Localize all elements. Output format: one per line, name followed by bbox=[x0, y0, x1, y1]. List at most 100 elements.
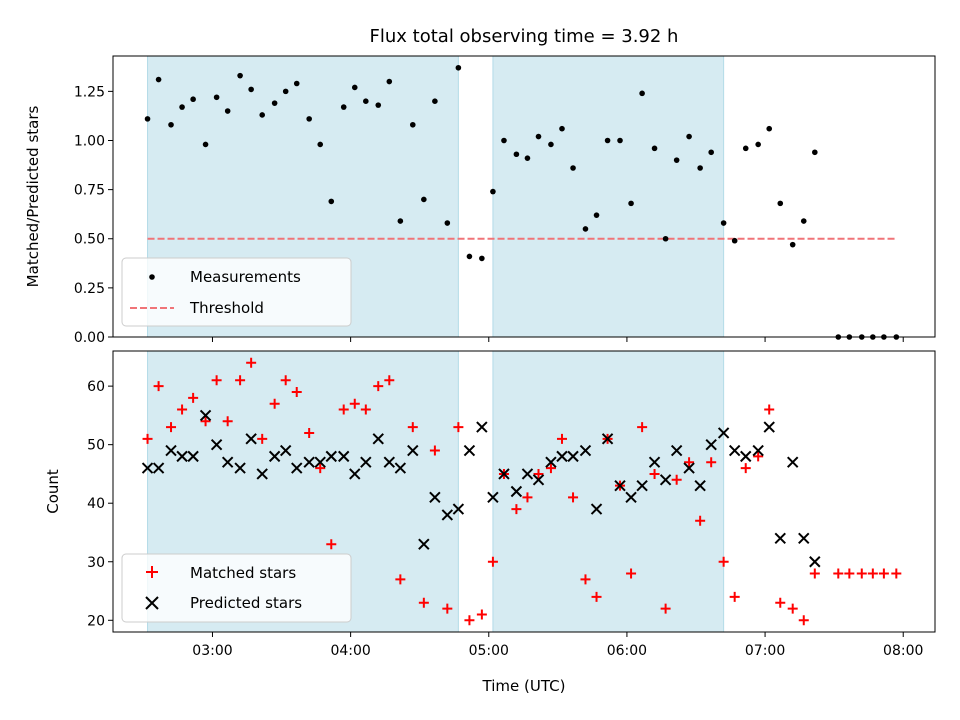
predicted-star-point bbox=[418, 538, 430, 550]
measurement-point bbox=[386, 78, 393, 85]
top-panel: 0.00 0.25 0.50 0.75 1.00 1.25 bbox=[74, 55, 936, 346]
measurement-point bbox=[224, 108, 231, 114]
matched-star-point bbox=[464, 615, 475, 626]
measurement-point bbox=[501, 137, 507, 144]
bot-y-tick-label: 30 bbox=[87, 555, 105, 571]
bot-y-tick-label: 50 bbox=[87, 438, 105, 454]
predicted-star-point bbox=[510, 485, 523, 498]
matched-star-point bbox=[269, 398, 280, 409]
measurement-point bbox=[617, 137, 623, 144]
measurement-point bbox=[742, 145, 749, 152]
predicted-star-point bbox=[210, 438, 223, 451]
measurement-point bbox=[190, 96, 196, 103]
predicted-star-point bbox=[176, 450, 188, 463]
measurement-point bbox=[259, 112, 266, 118]
predicted-star-point bbox=[809, 556, 821, 568]
measurement-point bbox=[363, 98, 369, 104]
matched-star-point bbox=[718, 556, 729, 567]
matched-star-point bbox=[384, 375, 395, 386]
x-tick-label: 06:00 bbox=[607, 643, 647, 659]
predicted-star-point bbox=[141, 462, 154, 474]
measurement-point bbox=[697, 165, 703, 171]
measurement-point bbox=[846, 334, 853, 340]
predicted-star-point bbox=[279, 444, 292, 457]
predicted-star-point bbox=[338, 450, 350, 463]
matched-star-point bbox=[222, 416, 233, 427]
matched-star-point bbox=[304, 427, 315, 438]
matched-star-point bbox=[338, 404, 349, 415]
measurement-point bbox=[639, 90, 645, 97]
matched-star-point bbox=[660, 603, 671, 614]
measurement-point bbox=[155, 76, 162, 83]
matched-star-point bbox=[453, 422, 464, 433]
bot-y-tick-label: 60 bbox=[87, 379, 105, 395]
predicted-star-point bbox=[452, 503, 465, 515]
predicted-star-point bbox=[625, 491, 637, 504]
matched-star-point bbox=[235, 375, 246, 386]
measurement-point bbox=[282, 88, 289, 95]
predicted-star-point bbox=[567, 450, 579, 463]
measurement-point bbox=[144, 116, 151, 122]
matched-star-point bbox=[809, 568, 820, 579]
matched-star-point bbox=[695, 515, 706, 526]
predicted-star-point bbox=[325, 450, 337, 463]
matched-star-point bbox=[684, 457, 695, 468]
predicted-star-point bbox=[521, 468, 534, 480]
predicted-star-point bbox=[590, 503, 603, 515]
predicted-star-point bbox=[256, 468, 268, 480]
matched-star-point bbox=[418, 597, 429, 608]
matched-star-point bbox=[626, 568, 637, 579]
measurement-point bbox=[202, 141, 209, 148]
matched-star-point bbox=[637, 422, 648, 433]
measurement-point bbox=[766, 125, 773, 132]
predicted-star-point bbox=[487, 491, 499, 504]
legend-matched-label: Matched stars bbox=[190, 564, 296, 582]
x-tick-label: 03:00 bbox=[192, 643, 232, 659]
measurement-point bbox=[168, 121, 174, 128]
predicted-star-point bbox=[291, 462, 303, 474]
predicted-star-point bbox=[394, 462, 407, 474]
matched-star-point bbox=[280, 375, 291, 386]
predicted-star-point bbox=[199, 409, 212, 422]
matched-star-point bbox=[649, 468, 660, 479]
bot-shaded-interval bbox=[492, 350, 725, 633]
measurement-point bbox=[306, 116, 312, 122]
predicted-star-point bbox=[360, 456, 372, 468]
matched-star-point bbox=[188, 392, 199, 403]
predicted-star-point bbox=[798, 532, 810, 545]
matched-star-point bbox=[257, 433, 268, 444]
predicted-star-point bbox=[532, 474, 545, 486]
predicted-star-point bbox=[670, 444, 683, 457]
predicted-star-point bbox=[545, 456, 557, 468]
bot-y-tick-label: 40 bbox=[87, 496, 105, 512]
matched-star-point bbox=[729, 591, 740, 602]
measurement-point bbox=[755, 141, 761, 148]
x-tick-label: 04:00 bbox=[330, 643, 370, 659]
predicted-star-point bbox=[636, 479, 648, 492]
top-y-tick-label: 0.00 bbox=[74, 330, 105, 346]
matched-star-point bbox=[373, 381, 384, 392]
measurement-point bbox=[858, 334, 865, 340]
matched-star-point bbox=[407, 422, 418, 433]
measurement-point bbox=[490, 188, 496, 195]
matched-star-point bbox=[166, 422, 177, 433]
matched-star-point bbox=[442, 603, 453, 614]
bottom-legend-box bbox=[121, 553, 352, 623]
measurement-point bbox=[789, 241, 796, 248]
matched-star-point bbox=[326, 539, 337, 550]
matched-star-point bbox=[775, 597, 786, 608]
measurement-point bbox=[524, 155, 531, 161]
predicted-star-point bbox=[694, 479, 706, 492]
predicted-star-point bbox=[763, 421, 775, 433]
matched-star-point bbox=[211, 375, 222, 386]
measurement-point bbox=[881, 334, 887, 340]
measurement-point bbox=[720, 220, 727, 226]
matched-star-point bbox=[740, 463, 751, 474]
predicted-star-point bbox=[268, 450, 281, 463]
measurement-point bbox=[432, 98, 438, 104]
top-y-tick-label: 1.00 bbox=[74, 133, 105, 149]
matched-star-point bbox=[349, 398, 360, 409]
top-legend-box bbox=[121, 257, 352, 327]
measurement-point bbox=[375, 102, 382, 108]
measurement-point bbox=[213, 94, 220, 101]
